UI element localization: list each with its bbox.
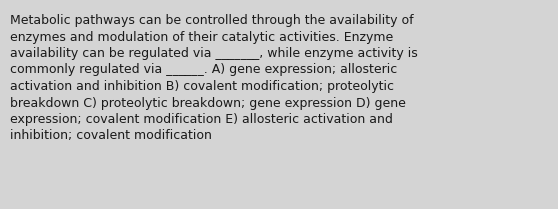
Text: Metabolic pathways can be controlled through the availability of
enzymes and mod: Metabolic pathways can be controlled thr… xyxy=(10,14,418,143)
